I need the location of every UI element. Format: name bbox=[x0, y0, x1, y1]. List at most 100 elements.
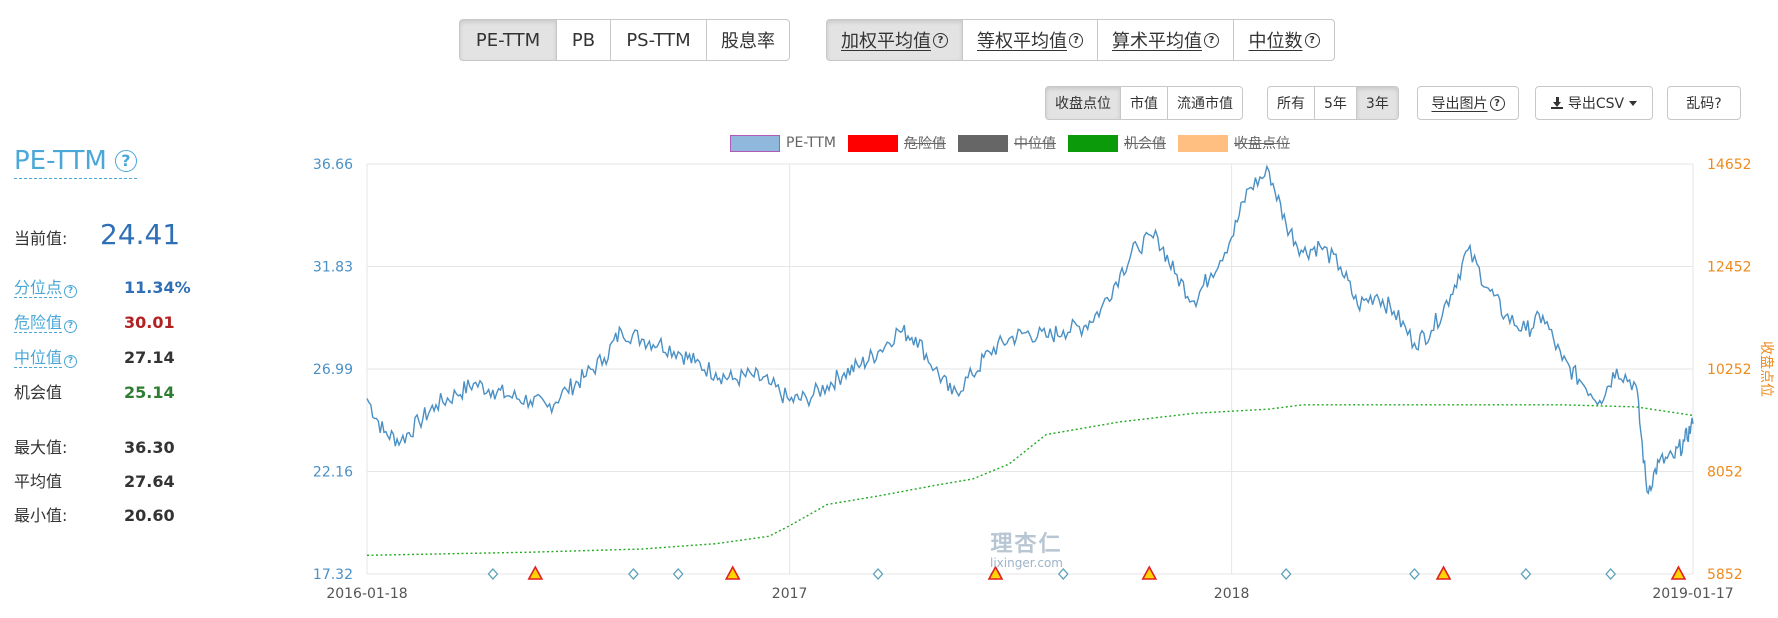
y-right-tick-label: 8052 bbox=[1707, 465, 1743, 481]
x-tick-label: 2017 bbox=[772, 586, 808, 602]
panel-title[interactable]: PE-TTM ? bbox=[14, 146, 137, 179]
pe-ttm-series-line bbox=[366, 164, 1694, 495]
tab-pe-ttm[interactable]: PE-TTM bbox=[459, 19, 557, 61]
tab-equal-weight-average[interactable]: 等权平均值 ? bbox=[962, 19, 1098, 61]
stat-row: 危险值? 30.01 bbox=[14, 309, 175, 333]
legend-label: PE-TTM bbox=[786, 135, 836, 151]
event-triangle-marker bbox=[1141, 565, 1158, 580]
tab-median[interactable]: 中位数 ? bbox=[1233, 19, 1335, 61]
garbled-text-button[interactable]: 乱码? bbox=[1667, 86, 1741, 120]
export-csv-group: 导出CSV bbox=[1535, 86, 1653, 120]
watermark: 理杏仁 lixinger.com bbox=[990, 526, 1063, 570]
stat-label-text: 机会值 bbox=[14, 383, 63, 402]
chart-legend: PE-TTM 危险值 中位值 机会值 收盘点位 bbox=[730, 133, 1302, 153]
stat-label[interactable]: 中位值? bbox=[14, 344, 124, 368]
stat-value: 25.14 bbox=[124, 383, 175, 402]
current-value: 24.41 bbox=[100, 218, 181, 251]
range-all[interactable]: 所有 bbox=[1267, 86, 1315, 120]
current-value-row: 当前值: 24.41 bbox=[14, 218, 180, 251]
stat-row: 分位点? 11.34% bbox=[14, 274, 191, 298]
help-icon[interactable]: ? bbox=[64, 285, 78, 298]
stat-label[interactable]: 分位点? bbox=[14, 274, 124, 298]
help-icon[interactable]: ? bbox=[64, 355, 78, 368]
help-icon[interactable]: ? bbox=[64, 320, 78, 333]
legend-swatch bbox=[1068, 134, 1118, 152]
event-diamond-marker bbox=[1605, 568, 1617, 580]
event-diamond-marker bbox=[487, 568, 499, 580]
tab-pb[interactable]: PB bbox=[556, 19, 611, 61]
tab-weighted-average-label: 加权平均值 bbox=[841, 31, 931, 52]
event-triangle-marker bbox=[1435, 565, 1452, 580]
tab-close-price[interactable]: 收盘点位 bbox=[1045, 86, 1121, 120]
stat-label-text: 分位点 bbox=[14, 278, 63, 298]
y-right-tick-label: 12452 bbox=[1707, 260, 1752, 276]
tab-equal-weight-average-label: 等权平均值 bbox=[977, 31, 1067, 52]
help-icon[interactable]: ? bbox=[1489, 95, 1505, 111]
y-right-tick-label: 10252 bbox=[1707, 362, 1752, 378]
stat-label[interactable]: 危险值? bbox=[14, 309, 124, 333]
stat-row: 平均值 27.64 bbox=[14, 468, 175, 492]
watermark-en: lixinger.com bbox=[990, 556, 1063, 570]
help-icon[interactable]: ? bbox=[1304, 32, 1320, 48]
stat-label: 最大值: bbox=[14, 434, 124, 458]
legend-item[interactable]: 机会值 bbox=[1068, 133, 1166, 153]
export-image-button[interactable]: 导出图片 ? bbox=[1417, 86, 1519, 120]
stat-value: 27.14 bbox=[124, 348, 175, 367]
tab-ps-ttm[interactable]: PS-TTM bbox=[610, 19, 707, 61]
stat-value: 27.64 bbox=[124, 472, 175, 491]
download-icon bbox=[1550, 97, 1563, 109]
x-tick-label: 2019-01-17 bbox=[1652, 586, 1733, 602]
legend-item[interactable]: 危险值 bbox=[848, 133, 946, 153]
stat-label: 平均值 bbox=[14, 468, 124, 492]
tab-median-label: 中位数 bbox=[1248, 31, 1303, 52]
legend-item[interactable]: PE-TTM bbox=[730, 133, 836, 153]
chart-type-group: 收盘点位 市值 流通市值 bbox=[1045, 86, 1243, 120]
y-left-tick-label: 17.32 bbox=[313, 567, 353, 583]
stat-row: 最小值: 20.60 bbox=[14, 502, 175, 526]
y-right-tick-label: 14652 bbox=[1707, 157, 1752, 173]
panel-title-text: PE-TTM bbox=[14, 146, 107, 176]
tab-dividend-yield[interactable]: 股息率 bbox=[706, 19, 790, 61]
tab-arithmetic-average-label: 算术平均值 bbox=[1112, 31, 1202, 52]
stat-label-text: 平均值 bbox=[14, 472, 63, 491]
legend-swatch bbox=[848, 134, 898, 152]
stat-label-text: 最大值: bbox=[14, 438, 68, 457]
event-triangle-marker bbox=[724, 565, 741, 580]
legend-item[interactable]: 中位值 bbox=[958, 133, 1056, 153]
stat-row: 中位值? 27.14 bbox=[14, 344, 175, 368]
average-tab-group: 加权平均值 ? 等权平均值 ? 算术平均值 ? 中位数 ? bbox=[826, 19, 1335, 61]
event-diamond-marker bbox=[1057, 568, 1069, 580]
y-right-tick-label: 5852 bbox=[1707, 567, 1743, 583]
event-diamond-marker bbox=[628, 568, 639, 580]
export-image-group: 导出图片 ? bbox=[1417, 86, 1519, 120]
stat-label-text: 最小值: bbox=[14, 506, 68, 525]
event-diamond-marker bbox=[990, 568, 1001, 580]
tab-float-market-cap[interactable]: 流通市值 bbox=[1167, 86, 1243, 120]
stat-row: 机会值 25.14 bbox=[14, 379, 175, 403]
tab-market-cap[interactable]: 市值 bbox=[1120, 86, 1168, 120]
help-icon[interactable]: ? bbox=[114, 150, 137, 172]
stat-value: 20.60 bbox=[124, 506, 175, 525]
caret-down-icon bbox=[1629, 100, 1638, 106]
tab-weighted-average[interactable]: 加权平均值 ? bbox=[826, 19, 963, 61]
event-triangle-marker bbox=[527, 565, 544, 580]
legend-label: 收盘点位 bbox=[1234, 136, 1290, 152]
legend-swatch bbox=[1178, 134, 1228, 152]
garbled-group: 乱码? bbox=[1667, 86, 1741, 120]
range-3y[interactable]: 3年 bbox=[1355, 86, 1399, 120]
export-image-label: 导出图片 bbox=[1431, 96, 1488, 112]
legend-swatch bbox=[958, 134, 1008, 152]
legend-item[interactable]: 收盘点位 bbox=[1178, 133, 1290, 153]
help-icon[interactable]: ? bbox=[933, 32, 948, 48]
y-left-tick-label: 31.83 bbox=[313, 260, 353, 276]
help-icon[interactable]: ? bbox=[1069, 32, 1083, 48]
export-csv-button[interactable]: 导出CSV bbox=[1535, 86, 1653, 120]
event-diamond-marker bbox=[672, 568, 684, 580]
stat-value: 36.30 bbox=[124, 438, 175, 457]
y-right-axis-title: 收盘点位 bbox=[1758, 341, 1775, 397]
event-diamond-marker bbox=[1409, 568, 1420, 580]
help-icon[interactable]: ? bbox=[1204, 32, 1219, 48]
stat-label-text: 危险值 bbox=[14, 313, 63, 333]
tab-arithmetic-average[interactable]: 算术平均值 ? bbox=[1097, 19, 1234, 61]
range-5y[interactable]: 5年 bbox=[1314, 86, 1357, 120]
